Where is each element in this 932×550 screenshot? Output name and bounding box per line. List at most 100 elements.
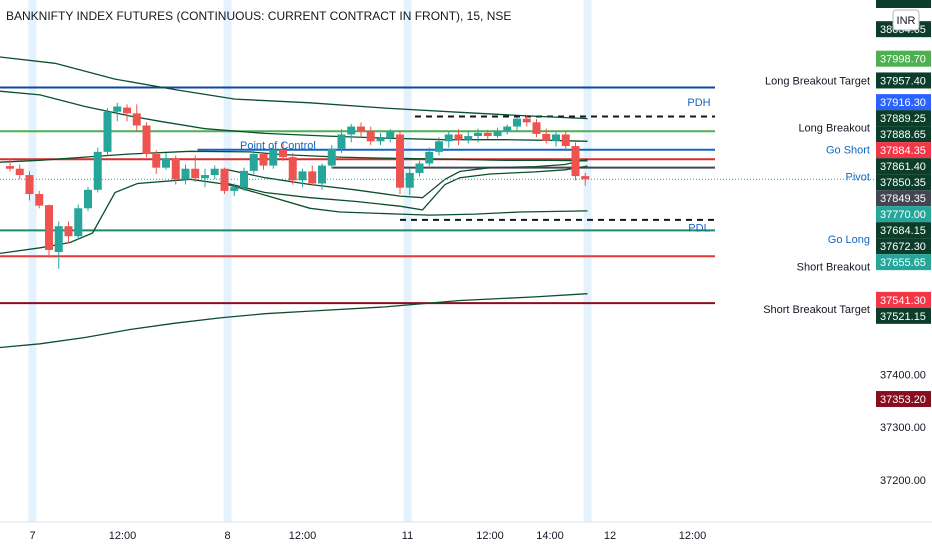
price-tag-label-7: 37861.40 bbox=[880, 161, 926, 173]
y-tick-2: 37400.00 bbox=[880, 369, 926, 381]
candle-32 bbox=[318, 165, 326, 184]
band-lower2 bbox=[0, 293, 588, 349]
x-tick-2: 8 bbox=[224, 530, 230, 542]
x-tick-0: 7 bbox=[29, 530, 35, 542]
candle-17 bbox=[171, 158, 180, 180]
price-tag-3 bbox=[876, 94, 931, 111]
candle-34 bbox=[337, 134, 346, 149]
candle-38 bbox=[376, 138, 385, 142]
price-tag-label-16: 37353.20 bbox=[880, 394, 926, 406]
y-tick-0: 37200.00 bbox=[880, 475, 926, 487]
candle-50 bbox=[493, 130, 502, 137]
candle-41 bbox=[405, 172, 414, 188]
candle-57 bbox=[561, 134, 570, 147]
candle-51 bbox=[503, 126, 512, 131]
level-lines bbox=[0, 86, 715, 305]
price-tag-11 bbox=[876, 222, 931, 239]
candle-52 bbox=[513, 118, 521, 127]
price-tag-7 bbox=[876, 158, 931, 175]
candle-55 bbox=[542, 133, 551, 141]
level-label-0: Long Breakout Target bbox=[765, 75, 870, 87]
candle-44 bbox=[435, 141, 443, 152]
candle-14 bbox=[142, 125, 151, 154]
level-label-11: Short Breakout Target bbox=[763, 304, 870, 316]
candle-46 bbox=[454, 134, 463, 140]
candle-13 bbox=[132, 113, 141, 126]
candle-53 bbox=[522, 118, 531, 123]
candle-6 bbox=[64, 226, 73, 237]
level-label-8: PDL bbox=[688, 222, 709, 234]
x-tick-6: 14:00 bbox=[536, 530, 564, 542]
candle-9 bbox=[93, 151, 102, 190]
price-tag-12 bbox=[876, 238, 931, 255]
candle-23 bbox=[230, 187, 239, 191]
session-start-3 bbox=[583, 0, 592, 522]
session-start-1 bbox=[223, 0, 232, 522]
price-tag-label-5: 37888.65 bbox=[880, 129, 926, 141]
candle-1 bbox=[15, 168, 24, 176]
price-tag-label-12: 37672.30 bbox=[880, 241, 926, 253]
price-tag-label-11: 37684.15 bbox=[880, 225, 926, 237]
currency-badge[interactable]: INR bbox=[892, 9, 920, 31]
candle-43 bbox=[425, 151, 434, 164]
price-tag-8 bbox=[876, 174, 931, 191]
candle-56 bbox=[552, 134, 560, 141]
price-tag-5 bbox=[876, 126, 931, 143]
session-start-2 bbox=[403, 0, 412, 522]
level-labels: Long Breakout Target PDH Long Breakout Poin… bbox=[240, 75, 870, 316]
session-shading bbox=[28, 0, 592, 522]
candle-42 bbox=[415, 163, 424, 173]
price-tag-label-4: 37889.25 bbox=[880, 113, 926, 125]
candle-37 bbox=[366, 130, 375, 142]
candle-10 bbox=[103, 111, 112, 152]
x-tick-3: 12:00 bbox=[289, 530, 317, 542]
x-tick-7: 12 bbox=[604, 530, 616, 542]
level-label-4: Go Short bbox=[826, 145, 870, 157]
candle-49 bbox=[483, 132, 492, 137]
candle-27 bbox=[269, 149, 278, 166]
candle-59 bbox=[581, 176, 590, 180]
candle-8 bbox=[84, 189, 92, 209]
candle-25 bbox=[249, 153, 258, 171]
candle-26 bbox=[259, 153, 268, 166]
candle-19 bbox=[191, 168, 200, 179]
price-tag-label-15: 37521.15 bbox=[880, 311, 926, 323]
candle-2 bbox=[25, 175, 34, 195]
candle-33 bbox=[327, 148, 336, 166]
time-axis[interactable]: 7 12:00 8 12:00 11 12:00 14:00 12 12:00 bbox=[0, 521, 932, 550]
price-tag-label-10: 37770.00 bbox=[880, 209, 926, 221]
price-tag-15 bbox=[876, 307, 931, 324]
candle-40 bbox=[396, 134, 404, 188]
chart-title: BANKNIFTY INDEX FUTURES (CONTINUOUS: CUR… bbox=[6, 9, 511, 23]
candle-39 bbox=[386, 131, 395, 139]
candle-20 bbox=[201, 175, 209, 179]
price-tag-6 bbox=[876, 142, 931, 159]
y-tick-1: 37300.00 bbox=[880, 422, 926, 434]
currency-badge-label: INR bbox=[897, 15, 916, 27]
price-tag-4 bbox=[876, 110, 931, 127]
session-start-0 bbox=[28, 0, 37, 522]
candle-58 bbox=[571, 146, 580, 177]
band-upper1 bbox=[0, 90, 588, 142]
band-upper2 bbox=[0, 56, 588, 120]
price-tag-9 bbox=[876, 190, 931, 207]
level-label-10: Short Breakout bbox=[797, 261, 870, 273]
candle-28 bbox=[279, 149, 287, 158]
level-label-7: Pivot bbox=[846, 172, 870, 184]
candle-31 bbox=[308, 171, 317, 184]
candle-47 bbox=[464, 136, 473, 140]
candle-4 bbox=[45, 205, 53, 250]
x-tick-1: 12:00 bbox=[109, 530, 137, 542]
x-tick-4: 11 bbox=[402, 530, 413, 542]
x-tick-5: 12:00 bbox=[476, 530, 504, 542]
candle-29 bbox=[288, 157, 297, 181]
level-label-9: Go Long bbox=[828, 234, 870, 246]
price-tag-label-14: 37541.30 bbox=[880, 295, 926, 307]
price-tag-label-3: 37916.30 bbox=[880, 97, 926, 109]
candle-3 bbox=[35, 194, 44, 206]
price-tag-13 bbox=[876, 254, 931, 271]
candle-18 bbox=[181, 168, 190, 180]
candle-0 bbox=[6, 166, 14, 169]
